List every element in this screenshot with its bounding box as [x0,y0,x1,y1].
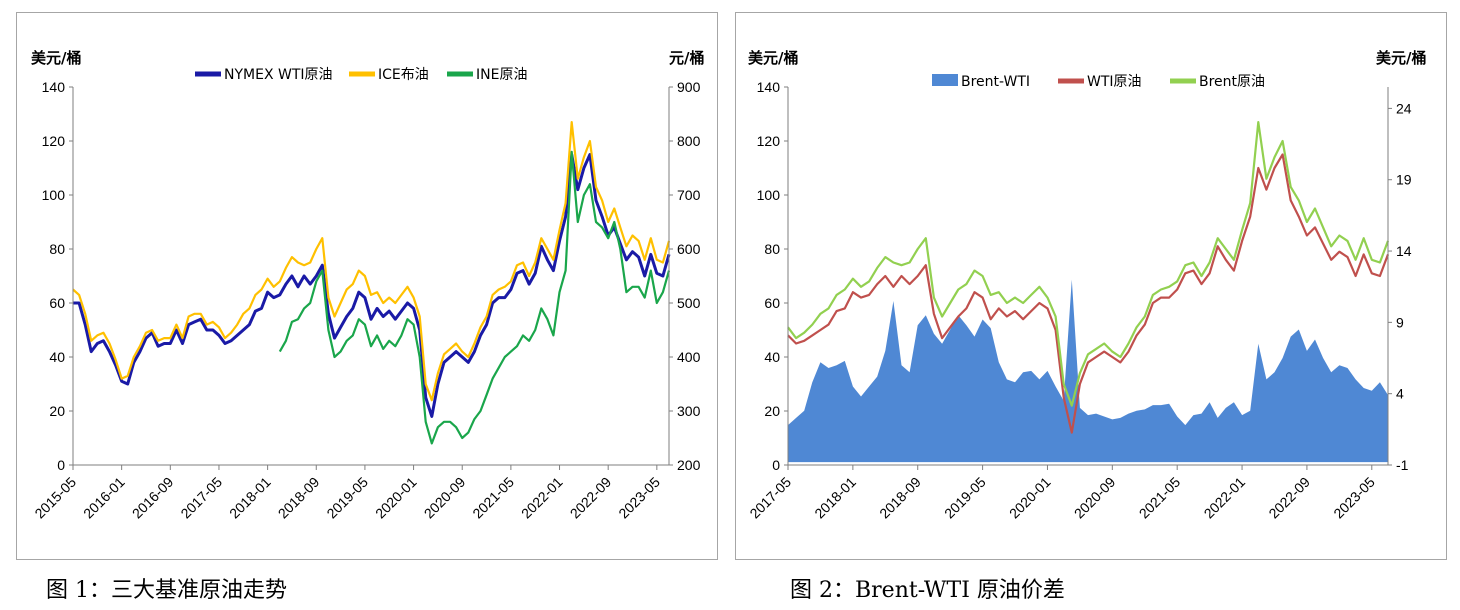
series-line-wti [787,153,1390,434]
legend-label-wti: WTI原油 [1087,74,1142,90]
y-left-tick-label: 80 [49,241,65,257]
x-tick-label: 2019-05 [323,474,371,522]
x-tick-label: 2022-09 [567,474,615,522]
y-right-tick-label: 14 [1396,243,1412,259]
y-left-tick-label: 120 [42,133,66,149]
y-left-tick-label: 0 [772,457,780,473]
x-tick-label: 2018-09 [876,474,924,522]
y-right-unit-label: 美元/桶 [1376,49,1426,67]
x-tick-label: 2021-05 [469,474,517,522]
series-line-ine [278,150,671,445]
y-right-tick-label: 9 [1396,314,1404,330]
y-left-tick-label: 20 [49,403,65,419]
x-tick-label: 2022-01 [518,474,566,522]
y-left-tick-label: 60 [764,295,780,311]
y-right-tick-label: 300 [677,403,701,419]
y-left-tick-label: 100 [757,187,781,203]
y-left-tick-label: 40 [764,349,780,365]
y-right-unit-label: 元/桶 [669,49,704,67]
figure-caption-1: 图 1：三大基准原油走势 [46,578,287,603]
y-right-tick-label: 19 [1396,172,1412,188]
y-left-unit-label: 美元/桶 [31,49,81,67]
y-right-tick-label: 400 [677,349,701,365]
x-tick-label: 2020-01 [372,474,420,522]
y-left-tick-label: 100 [42,187,66,203]
y-left-tick-label: 120 [757,133,781,149]
y-right-tick-label: 24 [1396,100,1412,116]
y-right-tick-label: 800 [677,133,701,149]
x-tick-label: 2018-09 [275,474,323,522]
x-tick-label: 2017-05 [746,474,794,522]
x-tick-label: 2022-01 [1201,474,1249,522]
legend-label-nymex-wti: NYMEX WTI原油 [224,67,333,83]
y-left-tick-label: 0 [57,457,65,473]
y-left-tick-label: 140 [42,79,66,95]
x-tick-label: 2018-01 [226,474,274,522]
x-tick-label: 2023-05 [1330,474,1378,522]
x-tick-label: 2020-09 [1071,474,1119,522]
y-right-tick-label: 700 [677,187,701,203]
legend-label-brent-wti: Brent-WTI [961,74,1030,90]
series-line-nymex-wti [73,153,671,418]
x-tick-label: 2021-05 [1136,474,1184,522]
chart-panel-brent-wti-spread: 0 20 40 60 80 100 120 140 -1 4 9 14 19 24 2017-05 2018-… [735,12,1447,560]
legend-label-ice: ICE布油 [378,67,429,83]
chart-brent-wti-spread: 0 20 40 60 80 100 120 140 -1 4 9 14 19 24 2017-05 2018-… [746,49,1426,522]
y-right-tick-label: 600 [677,241,701,257]
chart-panel-crude-benchmarks: 0 20 40 60 80 100 120 140 200 300 400 500 600 700 800 9… [16,12,718,560]
y-right-tick-label: 200 [677,457,701,473]
x-tick-label: 2020-01 [1006,474,1054,522]
x-tick-label: 2019-05 [941,474,989,522]
x-tick-label: 2022-09 [1265,474,1313,522]
series-line-ice [72,121,671,402]
figure-caption-2: 图 2：Brent-WTI 原油价差 [790,578,1065,603]
x-tick-label: 2018-01 [811,474,859,522]
y-left-tick-label: 40 [49,349,65,365]
y-right-tick-label: 4 [1396,386,1404,402]
legend-swatch-brent-wti [932,74,958,86]
y-right-tick-label: 500 [677,295,701,311]
series-area-brent-wti [788,279,1388,463]
x-tick-label: 2017-05 [177,474,225,522]
x-tick-label: 2023-05 [615,474,663,522]
y-left-tick-label: 20 [764,403,780,419]
chart-crude-benchmarks: 0 20 40 60 80 100 120 140 200 300 400 500 600 700 800 9… [31,49,704,522]
y-left-tick-label: 140 [757,79,781,95]
x-tick-label: 2016-01 [80,474,128,522]
y-right-tick-label: -1 [1396,457,1409,473]
y-left-tick-label: 80 [764,241,780,257]
y-left-unit-label: 美元/桶 [748,49,798,67]
series-line-brent [787,121,1390,407]
x-tick-label: 2015-05 [31,474,79,522]
x-tick-label: 2016-09 [129,474,177,522]
legend-label-ine: INE原油 [476,67,527,83]
x-tick-label: 2020-09 [421,474,469,522]
y-right-tick-label: 900 [677,79,701,95]
legend-label-brent: Brent原油 [1199,74,1265,90]
y-left-tick-label: 60 [49,295,65,311]
